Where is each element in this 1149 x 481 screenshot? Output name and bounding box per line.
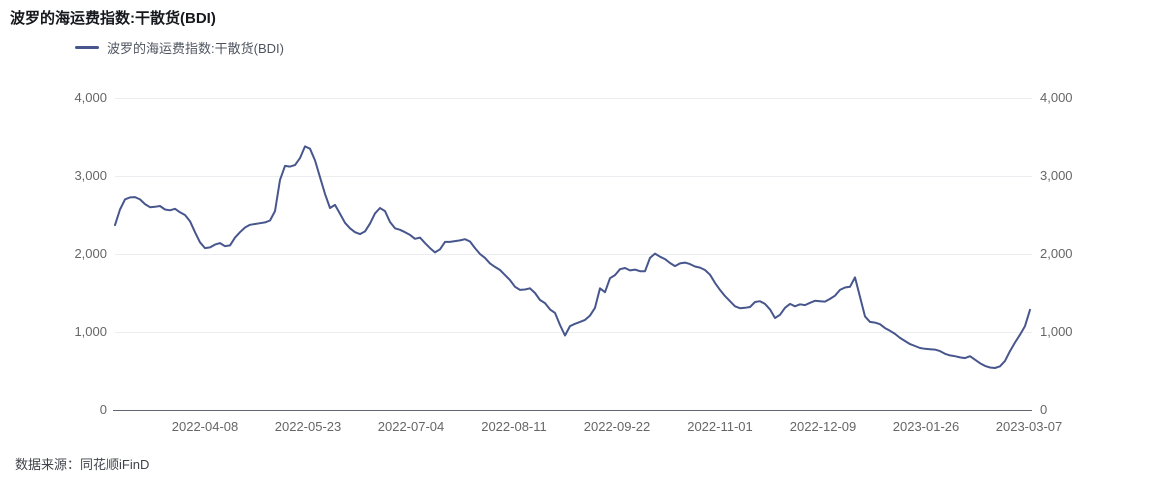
y-axis-tick-label-left: 3,000 [74, 168, 107, 183]
y-axis-tick-label-left: 4,000 [74, 90, 107, 105]
page-title: 波罗的海运费指数:干散货(BDI) [10, 10, 216, 27]
x-axis-tick-label: 2022-11-01 [687, 419, 753, 434]
x-axis-tick-label: 2022-05-23 [274, 419, 342, 434]
x-axis-tick-label: 2023-03-07 [995, 419, 1063, 434]
x-axis-tick-label: 2023-01-26 [892, 419, 960, 434]
legend-item-bdi[interactable]: 波罗的海运费指数:干散货(BDI) [75, 38, 284, 57]
y-axis-tick-label-left: 2,000 [74, 246, 107, 261]
data-source-note: 数据来源：同花顺iFinD [15, 457, 150, 472]
legend-label: 波罗的海运费指数:干散货(BDI) [107, 41, 284, 56]
y-axis-tick-label-left: 0 [99, 402, 107, 417]
y-axis-tick-label-left: 1,000 [74, 324, 107, 339]
y-axis-tick-label-right: 3,000 [1040, 168, 1073, 183]
legend-line-icon [75, 46, 99, 49]
x-axis-tick-label: 2022-07-04 [377, 419, 445, 434]
y-axis-tick-label-right: 1,000 [1040, 324, 1073, 339]
y-axis-tick-label-right: 2,000 [1040, 246, 1073, 261]
x-axis-tick-label: 2022-08-11 [481, 419, 547, 434]
x-axis-tick-label: 2022-12-09 [789, 419, 857, 434]
y-axis-tick-label-right: 4,000 [1040, 90, 1073, 105]
y-axis-tick-label-right: 0 [1040, 402, 1048, 417]
chart-legend: 波罗的海运费指数:干散货(BDI) [75, 39, 284, 56]
x-axis-tick-label: 2022-09-22 [583, 419, 651, 434]
x-axis-tick-label: 2022-04-08 [171, 419, 239, 434]
bdi-line-series[interactable] [114, 145, 1031, 369]
